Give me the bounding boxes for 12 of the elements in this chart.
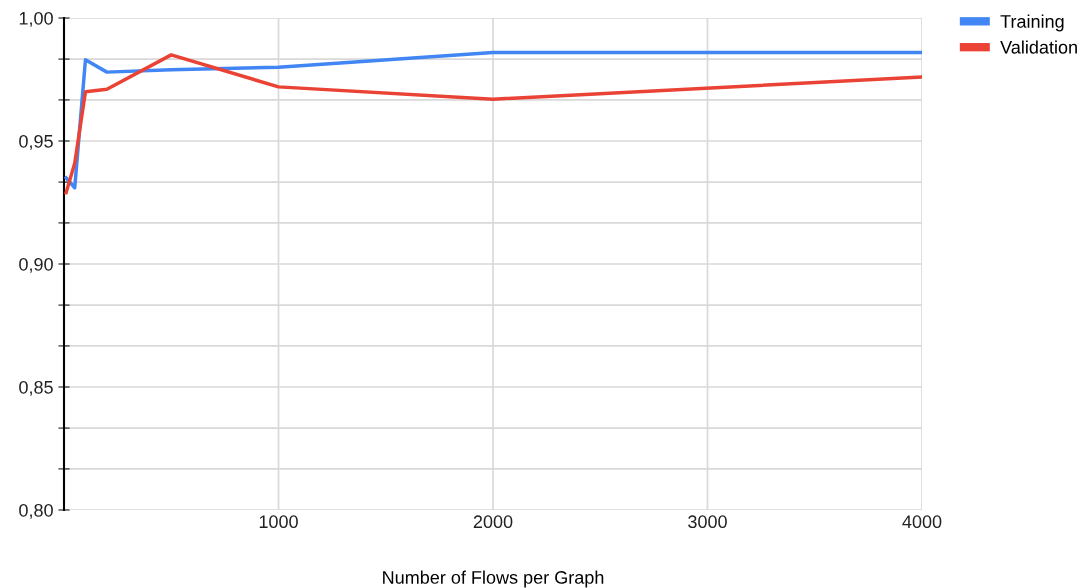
y-tick-label: 0,95 — [19, 134, 53, 150]
x-tick-label: 1000 — [259, 515, 298, 529]
y-tick-label: 0,80 — [19, 503, 53, 519]
x-tick-label: 2000 — [473, 515, 513, 529]
legend-label: Validation — [1000, 40, 1077, 54]
y-tick-label: 1,00 — [19, 11, 53, 27]
y-tick-label: 0,90 — [19, 257, 53, 273]
y-tick-label: 0,85 — [19, 380, 53, 396]
x-tick-label: 3000 — [688, 515, 727, 529]
x-axis-title: Number of Flows per Graph — [383, 570, 604, 588]
x-tick-label: 4000 — [902, 515, 942, 529]
legend-label: Training — [1000, 14, 1064, 32]
